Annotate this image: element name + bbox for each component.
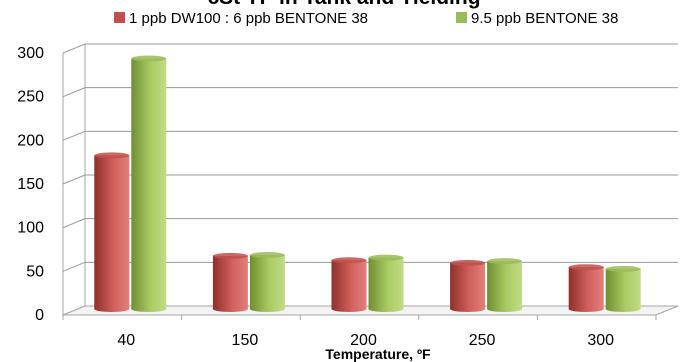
y-tick-label: 250 bbox=[17, 89, 44, 106]
y-tick-label: 150 bbox=[17, 176, 44, 193]
bar-base bbox=[568, 306, 604, 312]
bar-top bbox=[331, 257, 367, 264]
chart-title: cSt YP in Tank and Yielding bbox=[207, 0, 480, 9]
legend-label-series-2: 9.5 ppb BENTONE 38 bbox=[471, 10, 618, 27]
gridline bbox=[62, 130, 678, 141]
bar-base bbox=[331, 306, 367, 312]
x-axis-label: Temperature, ºF bbox=[325, 346, 431, 362]
bar-2-150 bbox=[249, 251, 285, 312]
bar-2-40 bbox=[131, 55, 167, 312]
bar-top bbox=[605, 265, 641, 272]
bar-base bbox=[131, 306, 167, 312]
x-tick-label: 40 bbox=[117, 332, 135, 349]
legend-label-series-1: 1 ppb DW100 : 6 ppb BENTONE 38 bbox=[129, 10, 368, 27]
y-tick-label: 0 bbox=[35, 307, 44, 324]
gridline bbox=[62, 174, 678, 185]
legend-swatch-series-1 bbox=[114, 12, 125, 23]
y-tick-label: 200 bbox=[17, 132, 44, 149]
bar-top bbox=[131, 55, 167, 62]
bars bbox=[94, 55, 641, 312]
bar-base bbox=[249, 306, 285, 312]
x-tick-label: 250 bbox=[469, 332, 496, 349]
bar-1-150 bbox=[212, 252, 248, 312]
gridline bbox=[62, 43, 678, 54]
bar-base bbox=[487, 306, 523, 312]
bar-2-200 bbox=[368, 254, 404, 312]
bar-top bbox=[212, 252, 248, 259]
bar-1-200 bbox=[331, 257, 367, 312]
bar-1-300 bbox=[568, 264, 604, 312]
bar-2-300 bbox=[605, 265, 641, 312]
bar-base bbox=[605, 306, 641, 312]
bar-body bbox=[605, 268, 641, 309]
bar-base bbox=[368, 306, 404, 312]
bar-top bbox=[487, 258, 523, 265]
bar-body bbox=[487, 261, 523, 309]
bar-1-250 bbox=[450, 259, 486, 312]
bar-body bbox=[249, 254, 285, 309]
bar-top bbox=[568, 264, 604, 271]
gridline bbox=[62, 87, 678, 98]
bar-body bbox=[568, 267, 604, 309]
bar-base bbox=[212, 306, 248, 312]
bar-body bbox=[450, 262, 486, 309]
bar-base bbox=[94, 306, 130, 312]
bar-top bbox=[94, 152, 130, 159]
y-tick-label: 300 bbox=[17, 45, 44, 62]
bar-body bbox=[131, 58, 167, 310]
x-tick-label: 300 bbox=[587, 332, 614, 349]
x-tick-label: 150 bbox=[232, 332, 259, 349]
bar-base bbox=[450, 306, 486, 312]
bar-top bbox=[249, 251, 285, 258]
bar-1-40 bbox=[94, 152, 130, 312]
y-tick-label: 100 bbox=[17, 220, 44, 237]
bar-top bbox=[368, 254, 404, 261]
y-tick-label: 50 bbox=[26, 263, 44, 280]
bar-2-250 bbox=[487, 258, 523, 312]
bar-body bbox=[94, 155, 130, 309]
x-tick-label: 200 bbox=[350, 332, 377, 349]
bar-top bbox=[450, 259, 486, 266]
bar-body bbox=[368, 257, 404, 309]
bar-body bbox=[212, 255, 248, 309]
gridline bbox=[62, 218, 678, 229]
x-axis-tick-labels: 40 150 200 250 300 bbox=[117, 332, 614, 349]
y-axis-tick-labels: 0 50 100 150 200 250 300 bbox=[17, 45, 44, 324]
bar-body bbox=[331, 260, 367, 309]
legend-swatch-series-2 bbox=[456, 12, 467, 23]
legend: 1 ppb DW100 : 6 ppb BENTONE 38 9.5 ppb B… bbox=[114, 10, 618, 27]
